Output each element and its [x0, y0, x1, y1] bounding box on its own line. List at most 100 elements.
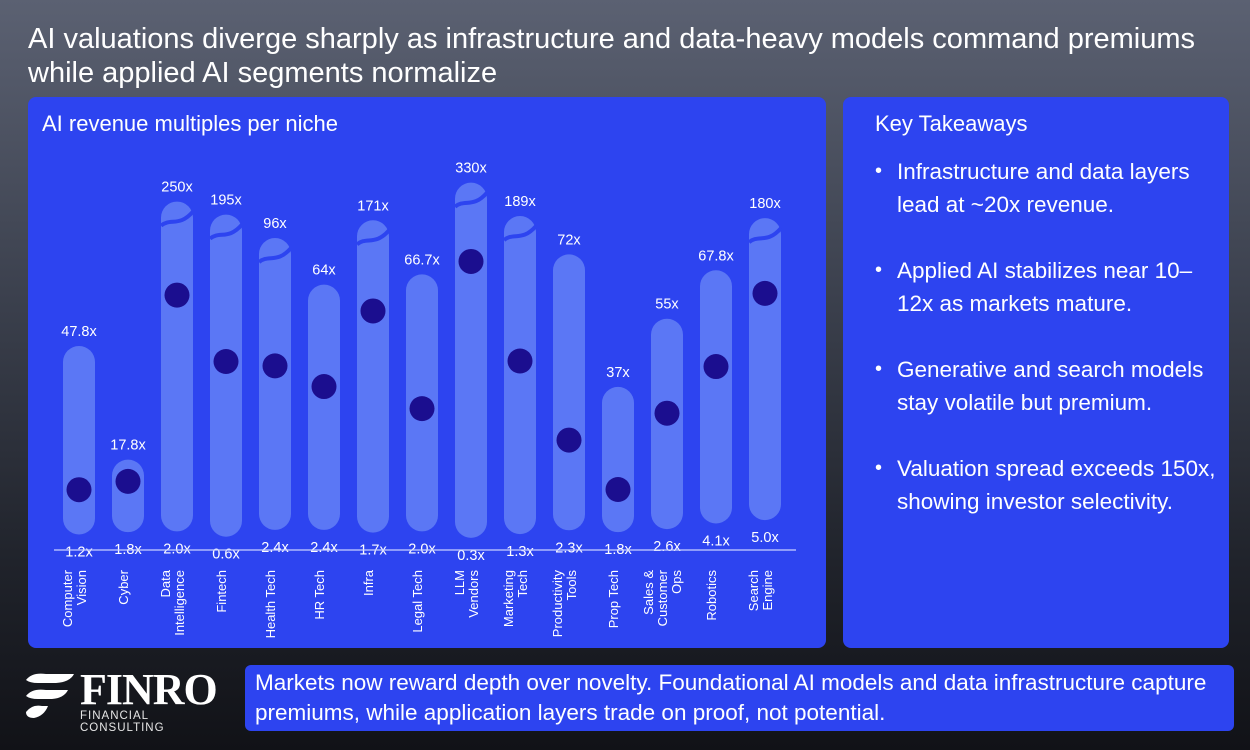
high-value-label: 180x [749, 196, 781, 212]
high-value-label: 66.7x [404, 252, 440, 268]
axis-break-mark [502, 224, 538, 242]
category-tick-label: Robotics [704, 570, 719, 621]
category-tick-line: Robotics [704, 570, 719, 621]
category-tick-line: Intelligence [172, 570, 187, 636]
high-value-label: 55x [655, 297, 679, 313]
finro-logo-icon [26, 673, 74, 718]
low-value-label: 0.6x [212, 547, 240, 563]
median-dot [507, 348, 533, 374]
summary-banner: Markets now reward depth over novelty. F… [245, 665, 1234, 731]
range-bar [700, 270, 732, 524]
summary-text: Markets now reward depth over novelty. F… [255, 670, 1207, 725]
category-tick-line: Health Tech [263, 570, 278, 638]
bullet-icon: • [875, 358, 883, 380]
takeaway-item: • Applied AI stabilizes near 10–12x as ma… [873, 254, 1218, 320]
category-tick-line: Prop Tech [606, 570, 621, 628]
high-value-label: 189x [504, 194, 536, 210]
category-tick-line: Tools [564, 570, 579, 601]
median-dot [66, 477, 92, 503]
axis-break-mark [159, 210, 195, 228]
takeaway-item: • Infrastructure and data layers lead at … [873, 155, 1218, 221]
chart-panel: 47.8x 1.2x ComputerVision 17.8x 1.8x Cyber 250… [28, 97, 826, 648]
category-tick-line: Engine [760, 570, 775, 610]
category-tick-label: Infra [361, 569, 376, 596]
category-tick-line: Search [746, 570, 761, 611]
category-tick-line: Computer [60, 569, 75, 627]
category-tick-label: HR Tech [312, 570, 327, 620]
category-tick-line: Productivity [550, 570, 565, 638]
category-tick-line: LLM [452, 570, 467, 595]
median-dot [703, 354, 729, 380]
median-dot [605, 477, 631, 503]
median-dot [311, 374, 337, 400]
category-tick-line: Tech [515, 570, 530, 597]
category-tick-label: ProductivityTools [550, 570, 579, 638]
range-bar [602, 386, 634, 533]
median-dot [458, 248, 484, 274]
category-tick-label: Sales &CustomerOps [641, 569, 684, 626]
category-tick-line: Ops [669, 570, 684, 594]
category-tick-label: LLMVendors [452, 570, 481, 618]
low-value-label: 4.1x [702, 533, 730, 549]
finro-logo: FINRO FINANCIAL CONSULTING [22, 665, 232, 734]
chart-title: AI revenue multiples per niche [42, 111, 338, 136]
bullet-icon: • [875, 457, 883, 479]
median-dot [409, 396, 435, 422]
category-tick-label: Health Tech [263, 570, 278, 638]
axis-break-mark [208, 223, 244, 241]
high-value-label: 250x [161, 180, 193, 196]
category-tick-line: Marketing [501, 570, 516, 627]
low-value-label: 2.4x [310, 540, 338, 556]
logo-wordmark: FINRO [80, 665, 218, 714]
median-dot [556, 427, 582, 453]
range-bar [63, 345, 95, 535]
median-dot [262, 353, 288, 379]
range-bar [553, 254, 585, 531]
median-dot [654, 400, 680, 426]
bullet-icon: • [875, 160, 883, 182]
category-tick-line: Fintech [214, 570, 229, 613]
high-value-label: 330x [455, 161, 487, 177]
high-value-label: 67.8x [698, 248, 734, 264]
median-dot [752, 280, 778, 306]
category-tick-label: MarketingTech [501, 570, 530, 627]
range-bar [161, 201, 193, 532]
high-value-label: 171x [357, 198, 389, 214]
high-value-label: 195x [210, 193, 242, 209]
high-value-label: 17.8x [110, 438, 146, 454]
category-tick-label: SearchEngine [746, 570, 775, 611]
range-bar [259, 238, 291, 530]
category-tick-label: ComputerVision [60, 569, 89, 627]
category-tick-line: Customer [655, 569, 670, 626]
category-tick-label: Cyber [116, 569, 131, 604]
takeaway-item: • Valuation spread exceeds 150x, showing … [873, 452, 1218, 518]
axis-break-mark [453, 191, 489, 209]
category-tick-line: Cyber [116, 569, 131, 604]
high-value-label: 37x [606, 365, 630, 381]
range-bar [210, 214, 242, 537]
category-tick-line: HR Tech [312, 570, 327, 620]
logo-subtitle: FINANCIAL CONSULTING [80, 710, 165, 734]
low-value-label: 2.3x [555, 540, 583, 556]
category-tick-label: DataIntelligence [158, 569, 187, 636]
category-tick-line: Vendors [466, 570, 481, 618]
high-value-label: 96x [263, 216, 287, 232]
median-dot [360, 298, 386, 324]
low-value-label: 1.3x [506, 544, 534, 560]
range-bar [504, 216, 536, 535]
category-tick-line: Data [158, 569, 173, 597]
range-bar [455, 182, 487, 538]
axis-break-mark [747, 226, 783, 244]
takeaways-title: Key Takeaways [875, 111, 1028, 136]
low-value-label: 5.0x [751, 530, 779, 546]
page-headline: AI valuations diverge sharply as infrast… [28, 23, 1195, 89]
category-tick-label: Prop Tech [606, 570, 621, 628]
median-dot [115, 468, 141, 494]
category-tick-label: Fintech [214, 570, 229, 613]
takeaways-list: • Infrastructure and data layers lead at … [873, 155, 1218, 551]
range-bar [749, 218, 781, 521]
low-value-label: 0.3x [457, 548, 485, 564]
high-value-label: 72x [557, 232, 581, 248]
high-value-label: 64x [312, 263, 336, 279]
category-tick-line: Legal Tech [410, 570, 425, 633]
